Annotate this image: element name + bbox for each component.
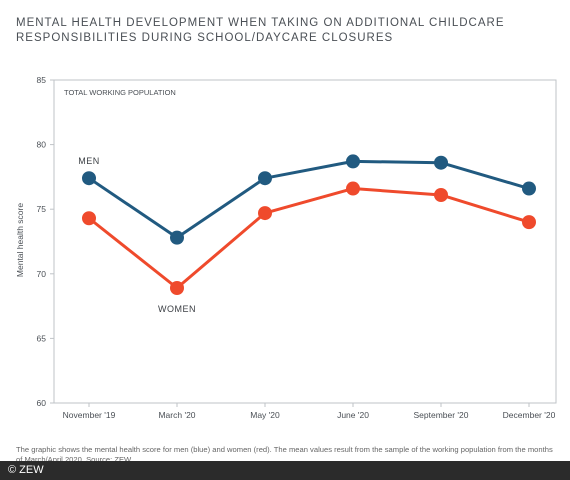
x-tick-label: June '20 bbox=[337, 410, 369, 420]
y-tick-label: 85 bbox=[37, 75, 47, 85]
chart-title-line-1: MENTAL HEALTH DEVELOPMENT WHEN TAKING ON… bbox=[16, 17, 505, 29]
y-tick-label: 70 bbox=[37, 269, 47, 279]
men-data-point bbox=[346, 154, 360, 169]
men-data-point bbox=[170, 230, 184, 245]
women-data-point bbox=[258, 206, 272, 221]
x-tick-label: September '20 bbox=[413, 410, 468, 420]
y-axis-label: Mental health score bbox=[15, 203, 25, 277]
women-data-point bbox=[346, 181, 360, 196]
panel-label: TOTAL WORKING POPULATION bbox=[64, 88, 176, 97]
y-tick-label: 65 bbox=[37, 333, 47, 343]
copyright-credit: © ZEW bbox=[8, 464, 44, 476]
men-series-label: MEN bbox=[78, 156, 100, 166]
chart-caption: The graphic shows the mental health scor… bbox=[16, 445, 553, 461]
women-data-point bbox=[170, 281, 184, 296]
y-tick-label: 75 bbox=[37, 204, 47, 214]
women-series-label: WOMEN bbox=[158, 304, 196, 314]
men-data-point bbox=[522, 181, 536, 196]
x-tick-label: March '20 bbox=[158, 410, 195, 420]
chart-title-line-2: RESPONSIBILITIES DURING SCHOOL/DAYCARE C… bbox=[16, 32, 394, 44]
x-tick-label: May '20 bbox=[250, 410, 280, 420]
women-data-point bbox=[522, 215, 536, 230]
line-chart: TOTAL WORKING POPULATION Mental health s… bbox=[15, 75, 557, 420]
women-series-line bbox=[88, 187, 530, 290]
x-tick-label: November '19 bbox=[63, 410, 116, 420]
y-tick-label: 60 bbox=[37, 398, 47, 408]
x-tick-label: December '20 bbox=[503, 410, 556, 420]
plot-frame bbox=[53, 79, 557, 404]
men-data-point bbox=[82, 171, 96, 186]
chart-title: MENTAL HEALTH DEVELOPMENT WHEN TAKING ON… bbox=[16, 16, 556, 46]
credit-bar: © ZEW bbox=[0, 461, 570, 480]
series-layer: MEN WOMEN bbox=[78, 154, 536, 314]
x-axis-ticks: November '19 March '20 May '20 June '20 Sept… bbox=[63, 403, 556, 420]
y-tick-label: 80 bbox=[37, 140, 47, 150]
women-data-point bbox=[82, 211, 96, 226]
men-data-point bbox=[258, 171, 272, 186]
men-series-line bbox=[88, 159, 530, 240]
women-data-point bbox=[434, 187, 448, 202]
y-axis-ticks: 60 65 70 75 80 85 bbox=[37, 75, 54, 408]
men-data-point bbox=[434, 155, 448, 170]
